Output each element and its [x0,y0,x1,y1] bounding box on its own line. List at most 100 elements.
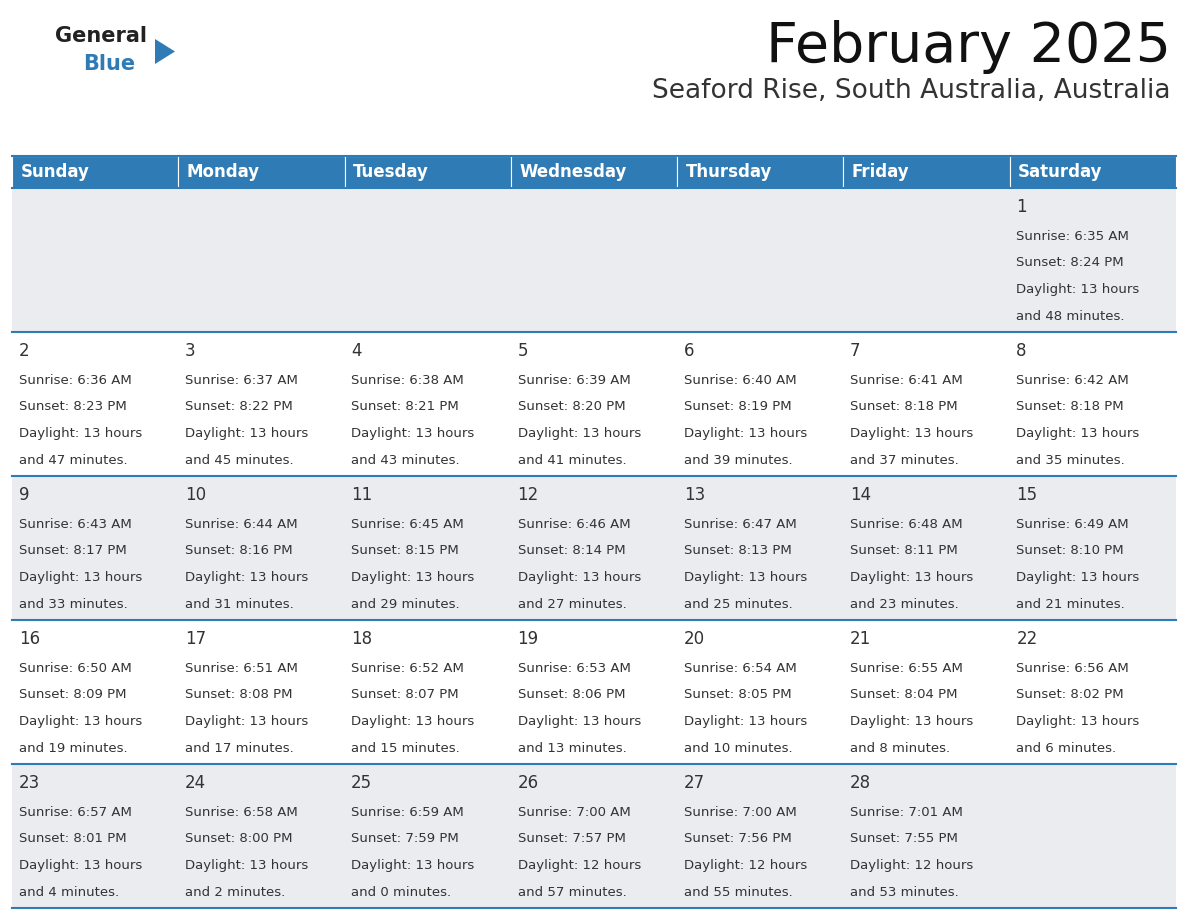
Text: Daylight: 13 hours: Daylight: 13 hours [185,715,308,728]
Text: Seaford Rise, South Australia, Australia: Seaford Rise, South Australia, Australia [652,78,1171,104]
Text: Sunset: 8:10 PM: Sunset: 8:10 PM [1017,544,1124,557]
Text: Sunset: 8:05 PM: Sunset: 8:05 PM [684,688,791,701]
Text: Sunset: 8:15 PM: Sunset: 8:15 PM [352,544,459,557]
Text: 27: 27 [684,774,704,792]
Text: Sunset: 8:21 PM: Sunset: 8:21 PM [352,400,459,413]
Text: Sunrise: 6:52 AM: Sunrise: 6:52 AM [352,662,465,675]
Bar [12,620,178,764]
Bar [843,156,1010,188]
Text: Monday: Monday [187,163,260,181]
Text: and 33 minutes.: and 33 minutes. [19,598,127,610]
Text: Sunset: 8:20 PM: Sunset: 8:20 PM [518,400,625,413]
Bar [511,332,677,476]
Bar [1010,620,1176,764]
Text: and 27 minutes.: and 27 minutes. [518,598,626,610]
Text: Sunrise: 7:00 AM: Sunrise: 7:00 AM [518,806,631,819]
Bar [1010,476,1176,620]
Text: 13: 13 [684,486,704,504]
Text: Sunrise: 6:48 AM: Sunrise: 6:48 AM [851,518,962,531]
Text: Sunrise: 6:57 AM: Sunrise: 6:57 AM [19,806,132,819]
Bar [178,476,345,620]
Bar [178,332,345,476]
Bar [12,332,178,476]
Text: and 39 minutes.: and 39 minutes. [684,453,792,466]
Text: and 13 minutes.: and 13 minutes. [518,742,626,755]
Text: Daylight: 13 hours: Daylight: 13 hours [352,859,474,872]
Text: Sunrise: 6:51 AM: Sunrise: 6:51 AM [185,662,298,675]
Text: and 2 minutes.: and 2 minutes. [185,886,285,899]
Polygon shape [154,39,175,64]
Text: 4: 4 [352,342,361,360]
Text: and 17 minutes.: and 17 minutes. [185,742,293,755]
Text: Daylight: 13 hours: Daylight: 13 hours [352,427,474,440]
Bar [843,332,1010,476]
Bar [843,764,1010,908]
Text: and 21 minutes.: and 21 minutes. [1017,598,1125,610]
Text: Sunset: 8:17 PM: Sunset: 8:17 PM [19,544,126,557]
Text: Daylight: 13 hours: Daylight: 13 hours [518,427,640,440]
Text: Daylight: 13 hours: Daylight: 13 hours [684,427,807,440]
Text: Sunrise: 6:37 AM: Sunrise: 6:37 AM [185,374,298,386]
Bar [178,620,345,764]
Bar [1010,156,1176,188]
Text: Daylight: 13 hours: Daylight: 13 hours [1017,715,1139,728]
Bar [1010,188,1176,332]
Text: Sunrise: 6:45 AM: Sunrise: 6:45 AM [352,518,465,531]
Text: 10: 10 [185,486,206,504]
Text: and 37 minutes.: and 37 minutes. [851,453,959,466]
Text: 19: 19 [518,630,538,648]
Text: Sunset: 8:16 PM: Sunset: 8:16 PM [185,544,292,557]
Text: and 47 minutes.: and 47 minutes. [19,453,127,466]
Text: Daylight: 12 hours: Daylight: 12 hours [851,859,973,872]
Text: 28: 28 [851,774,871,792]
Text: Sunrise: 6:49 AM: Sunrise: 6:49 AM [1017,518,1129,531]
Text: February 2025: February 2025 [766,20,1171,74]
Text: and 29 minutes.: and 29 minutes. [352,598,460,610]
Text: 26: 26 [518,774,538,792]
Text: and 31 minutes.: and 31 minutes. [185,598,293,610]
Bar [345,332,511,476]
Bar [511,476,677,620]
Text: Daylight: 13 hours: Daylight: 13 hours [518,571,640,584]
Text: and 45 minutes.: and 45 minutes. [185,453,293,466]
Text: Sunset: 8:19 PM: Sunset: 8:19 PM [684,400,791,413]
Text: 8: 8 [1017,342,1026,360]
Text: and 43 minutes.: and 43 minutes. [352,453,460,466]
Text: Daylight: 13 hours: Daylight: 13 hours [684,571,807,584]
Bar [178,156,345,188]
Text: 15: 15 [1017,486,1037,504]
Bar [345,188,511,332]
Text: 20: 20 [684,630,704,648]
Text: Daylight: 13 hours: Daylight: 13 hours [185,427,308,440]
Text: Thursday: Thursday [685,163,772,181]
Text: Sunrise: 6:59 AM: Sunrise: 6:59 AM [352,806,465,819]
Text: Daylight: 12 hours: Daylight: 12 hours [684,859,807,872]
Text: 22: 22 [1017,630,1037,648]
Text: and 57 minutes.: and 57 minutes. [518,886,626,899]
Text: Sunrise: 6:38 AM: Sunrise: 6:38 AM [352,374,465,386]
Text: Daylight: 13 hours: Daylight: 13 hours [1017,283,1139,296]
Text: and 55 minutes.: and 55 minutes. [684,886,792,899]
Text: Sunrise: 6:53 AM: Sunrise: 6:53 AM [518,662,631,675]
Text: Daylight: 13 hours: Daylight: 13 hours [851,571,973,584]
Text: 23: 23 [19,774,40,792]
Text: Tuesday: Tuesday [353,163,429,181]
Text: Sunrise: 6:54 AM: Sunrise: 6:54 AM [684,662,796,675]
Text: Daylight: 12 hours: Daylight: 12 hours [518,859,640,872]
Bar [12,188,178,332]
Text: 11: 11 [352,486,373,504]
Text: Sunset: 8:18 PM: Sunset: 8:18 PM [851,400,958,413]
Text: and 35 minutes.: and 35 minutes. [1017,453,1125,466]
Text: Daylight: 13 hours: Daylight: 13 hours [19,571,141,584]
Text: Sunrise: 6:46 AM: Sunrise: 6:46 AM [518,518,630,531]
Text: Daylight: 13 hours: Daylight: 13 hours [851,427,973,440]
Bar [677,476,843,620]
Text: 17: 17 [185,630,206,648]
Text: Daylight: 13 hours: Daylight: 13 hours [518,715,640,728]
Text: General: General [55,26,147,46]
Text: and 23 minutes.: and 23 minutes. [851,598,959,610]
Text: Saturday: Saturday [1018,163,1102,181]
Text: Sunset: 7:55 PM: Sunset: 7:55 PM [851,833,958,845]
Text: 18: 18 [352,630,372,648]
Text: Sunset: 8:06 PM: Sunset: 8:06 PM [518,688,625,701]
